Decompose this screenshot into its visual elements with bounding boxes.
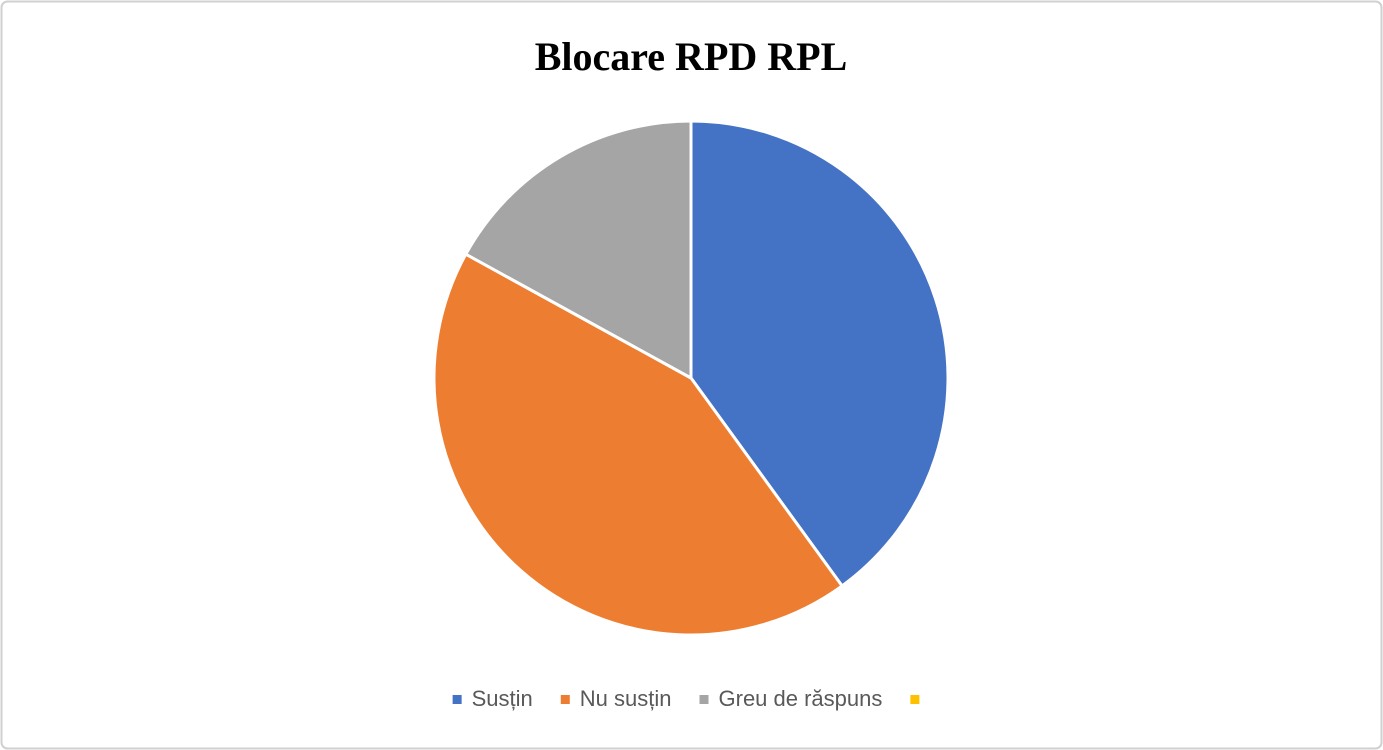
legend-label: Nu susțin xyxy=(580,686,672,711)
legend-swatch xyxy=(910,695,920,704)
legend-label: Susțin xyxy=(472,686,533,711)
pie-slice xyxy=(463,119,693,381)
legend-label: Greu de răspuns xyxy=(719,686,883,711)
legend-swatch xyxy=(560,695,570,704)
legend-swatch xyxy=(699,695,709,704)
legend-swatch xyxy=(452,695,462,704)
pie-slice xyxy=(689,119,950,589)
chart-title: Blocare RPD RPL xyxy=(535,34,848,79)
pie-slice xyxy=(432,252,845,637)
